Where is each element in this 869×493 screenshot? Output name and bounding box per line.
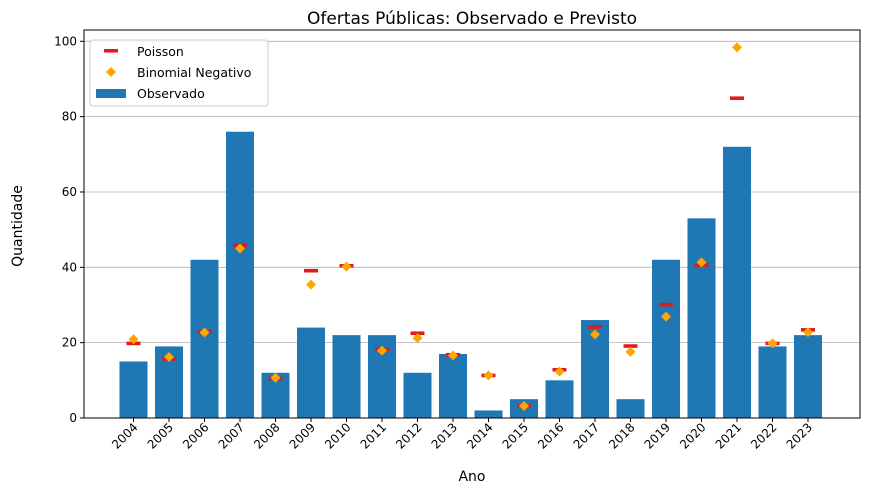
poisson-point-2019 xyxy=(659,302,673,307)
x-tick-label: 2021 xyxy=(713,420,744,451)
x-tick-label: 2005 xyxy=(145,420,176,451)
negbin-point-2015 xyxy=(519,400,529,411)
legend-negbin-swatch xyxy=(106,67,116,77)
negbin-point-2020 xyxy=(696,257,707,268)
bar-2009 xyxy=(297,327,325,418)
negbin-point-2021 xyxy=(732,42,742,53)
legend-observado-label: Observado xyxy=(137,86,205,101)
negbin-point-2019 xyxy=(661,311,671,322)
bar-2020 xyxy=(687,218,716,418)
negbin-point-2005 xyxy=(164,351,174,362)
x-tick-label: 2010 xyxy=(322,420,353,451)
plot-area-frame xyxy=(83,29,861,419)
bar-2010 xyxy=(332,335,361,418)
x-tick-label: 2007 xyxy=(216,420,247,451)
bar-2016 xyxy=(545,380,574,418)
bar-2023 xyxy=(794,335,822,418)
x-tick-label: 2020 xyxy=(677,420,708,451)
bar-2019 xyxy=(652,259,680,418)
negbin-point-2007 xyxy=(235,243,245,254)
x-tick-label: 2014 xyxy=(464,420,495,451)
negbin-point-2022 xyxy=(767,338,778,349)
bar-2012 xyxy=(403,372,432,418)
x-axis-ticks: 2004 2005 2006 2007 2008 2009 2010 2011 2012 2013… xyxy=(109,418,815,452)
bar-2022 xyxy=(758,346,787,418)
negbin-point-2010 xyxy=(341,261,352,272)
y-axis-ticks: 0 20 40 60 80 100 xyxy=(54,34,84,425)
poisson-point-2017 xyxy=(588,325,602,329)
negbin-point-2017 xyxy=(590,329,600,340)
x-tick-label: 2018 xyxy=(606,420,637,451)
x-tick-label: 2009 xyxy=(287,420,318,451)
x-tick-label: 2017 xyxy=(571,420,602,451)
negbin-point-2018 xyxy=(625,346,636,357)
negbin-point-2006 xyxy=(199,327,210,338)
negbin-point-2004 xyxy=(128,334,139,345)
chart-title: Ofertas Públicas: Observado e Previsto xyxy=(307,9,637,29)
y-tick-label: 0 xyxy=(69,411,77,425)
x-tick-label: 2011 xyxy=(358,420,389,451)
legend-observado-swatch xyxy=(96,89,126,98)
bar-2018 xyxy=(616,399,645,418)
x-tick-label: 2016 xyxy=(535,420,566,451)
negbin-markers xyxy=(128,42,813,411)
x-tick-label: 2012 xyxy=(393,420,424,451)
x-tick-label: 2023 xyxy=(784,420,815,451)
x-tick-label: 2022 xyxy=(748,420,779,451)
bar-2014 xyxy=(474,410,503,418)
y-tick-label: 80 xyxy=(62,110,77,124)
poisson-point-2021 xyxy=(730,96,744,100)
x-tick-label: 2019 xyxy=(642,420,673,451)
x-tick-label: 2008 xyxy=(251,420,282,451)
x-tick-label: 2013 xyxy=(429,420,460,451)
poisson-point-2009 xyxy=(304,268,318,273)
poisson-point-2018 xyxy=(623,344,638,348)
x-tick-label: 2004 xyxy=(109,420,140,451)
bars xyxy=(119,131,822,418)
negbin-point-2013 xyxy=(448,350,458,361)
negbin-point-2014 xyxy=(483,370,494,381)
x-tick-label: 2006 xyxy=(180,420,211,451)
y-tick-label: 20 xyxy=(62,336,77,350)
bar-2006 xyxy=(190,259,219,418)
x-tick-label: 2015 xyxy=(500,420,531,451)
x-axis-label: Ano xyxy=(458,469,485,485)
y-tick-label: 100 xyxy=(54,34,77,48)
y-tick-label: 40 xyxy=(62,260,77,274)
legend-negbin-label: Binomial Negativo xyxy=(137,65,251,80)
negbin-point-2023 xyxy=(803,327,813,338)
negbin-point-2016 xyxy=(554,366,565,377)
legend-poisson-label: Poisson xyxy=(137,44,184,59)
legend-box xyxy=(89,39,269,107)
bar-2013 xyxy=(439,353,467,418)
y-tick-label: 60 xyxy=(62,185,77,199)
y-axis-label: Quantidade xyxy=(10,185,26,267)
bar-2004 xyxy=(119,361,148,418)
negbin-point-2008 xyxy=(270,372,281,383)
bar-2021 xyxy=(723,146,751,418)
negbin-point-2009 xyxy=(306,279,316,290)
legend: Poisson Binomial Negativo Observado xyxy=(89,39,269,107)
bar-2007 xyxy=(226,131,254,418)
negbin-point-2011 xyxy=(377,345,387,356)
negbin-point-2012 xyxy=(412,333,423,344)
legend-poisson-swatch xyxy=(104,49,118,53)
